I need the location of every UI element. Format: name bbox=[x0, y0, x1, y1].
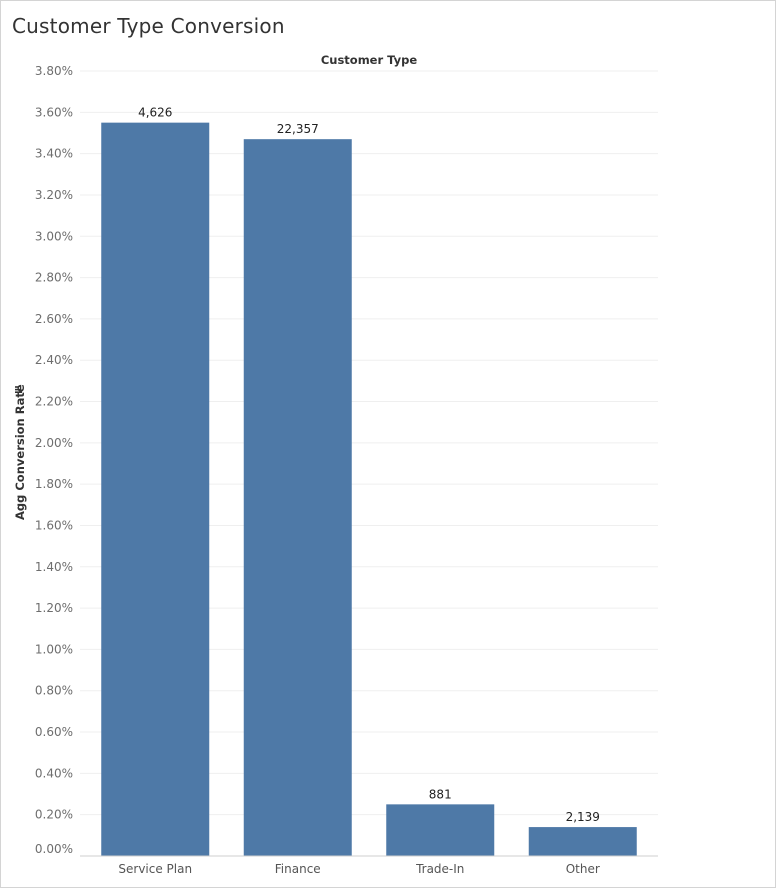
y-tick-label: 1.20% bbox=[35, 601, 73, 615]
y-tick-label: 2.20% bbox=[35, 395, 73, 409]
y-tick-label: 2.80% bbox=[35, 271, 73, 285]
y-tick-label: 3.40% bbox=[35, 147, 73, 161]
bars bbox=[101, 122, 637, 857]
category-label: Service Plan bbox=[118, 862, 192, 876]
column-header: Customer Type bbox=[321, 53, 418, 67]
bar-finance[interactable] bbox=[243, 139, 352, 857]
y-tick-label: 2.40% bbox=[35, 353, 73, 367]
y-tick-label: 0.40% bbox=[35, 766, 73, 780]
y-tick-label: 1.80% bbox=[35, 477, 73, 491]
y-axis-title: Agg Conversion Rate bbox=[13, 384, 27, 520]
bar-other[interactable] bbox=[528, 827, 637, 856]
data-label: 22,357 bbox=[277, 122, 319, 136]
y-axis-ticks: 0.00% 0.20% 0.40% 0.60% 0.80% 1.00% 1.20% 1.40%… bbox=[35, 64, 73, 856]
data-label: 2,139 bbox=[566, 810, 600, 824]
y-tick-label: 3.20% bbox=[35, 188, 73, 202]
data-labels: 4,626 22,357 881 2,139 bbox=[138, 106, 600, 824]
y-tick-label: 1.00% bbox=[35, 642, 73, 656]
y-tick-label: 3.00% bbox=[35, 229, 73, 243]
category-label: Trade-In bbox=[415, 862, 464, 876]
y-tick-label: 1.40% bbox=[35, 560, 73, 574]
y-tick-label: 3.80% bbox=[35, 64, 73, 78]
y-tick-label: 1.60% bbox=[35, 518, 73, 532]
bar-service-plan[interactable] bbox=[101, 122, 210, 857]
y-tick-label: 3.60% bbox=[35, 105, 73, 119]
bar-trade-in[interactable] bbox=[386, 804, 495, 856]
y-axis-title-group: Agg Conversion Rate bbox=[13, 384, 27, 520]
y-tick-label: 0.00% bbox=[35, 842, 73, 856]
data-label: 4,626 bbox=[138, 106, 172, 120]
y-tick-label: 2.00% bbox=[35, 436, 73, 450]
category-labels: Service Plan Finance Trade-In Other bbox=[118, 862, 599, 876]
y-tick-label: 0.80% bbox=[35, 684, 73, 698]
category-label: Finance bbox=[275, 862, 321, 876]
y-tick-label: 0.60% bbox=[35, 725, 73, 739]
data-label: 881 bbox=[429, 787, 452, 801]
chart-title: Customer Type Conversion bbox=[12, 14, 285, 38]
y-tick-label: 0.20% bbox=[35, 808, 73, 822]
sort-descending-icon[interactable] bbox=[15, 386, 22, 393]
y-tick-label: 2.60% bbox=[35, 312, 73, 326]
category-label: Other bbox=[566, 862, 600, 876]
